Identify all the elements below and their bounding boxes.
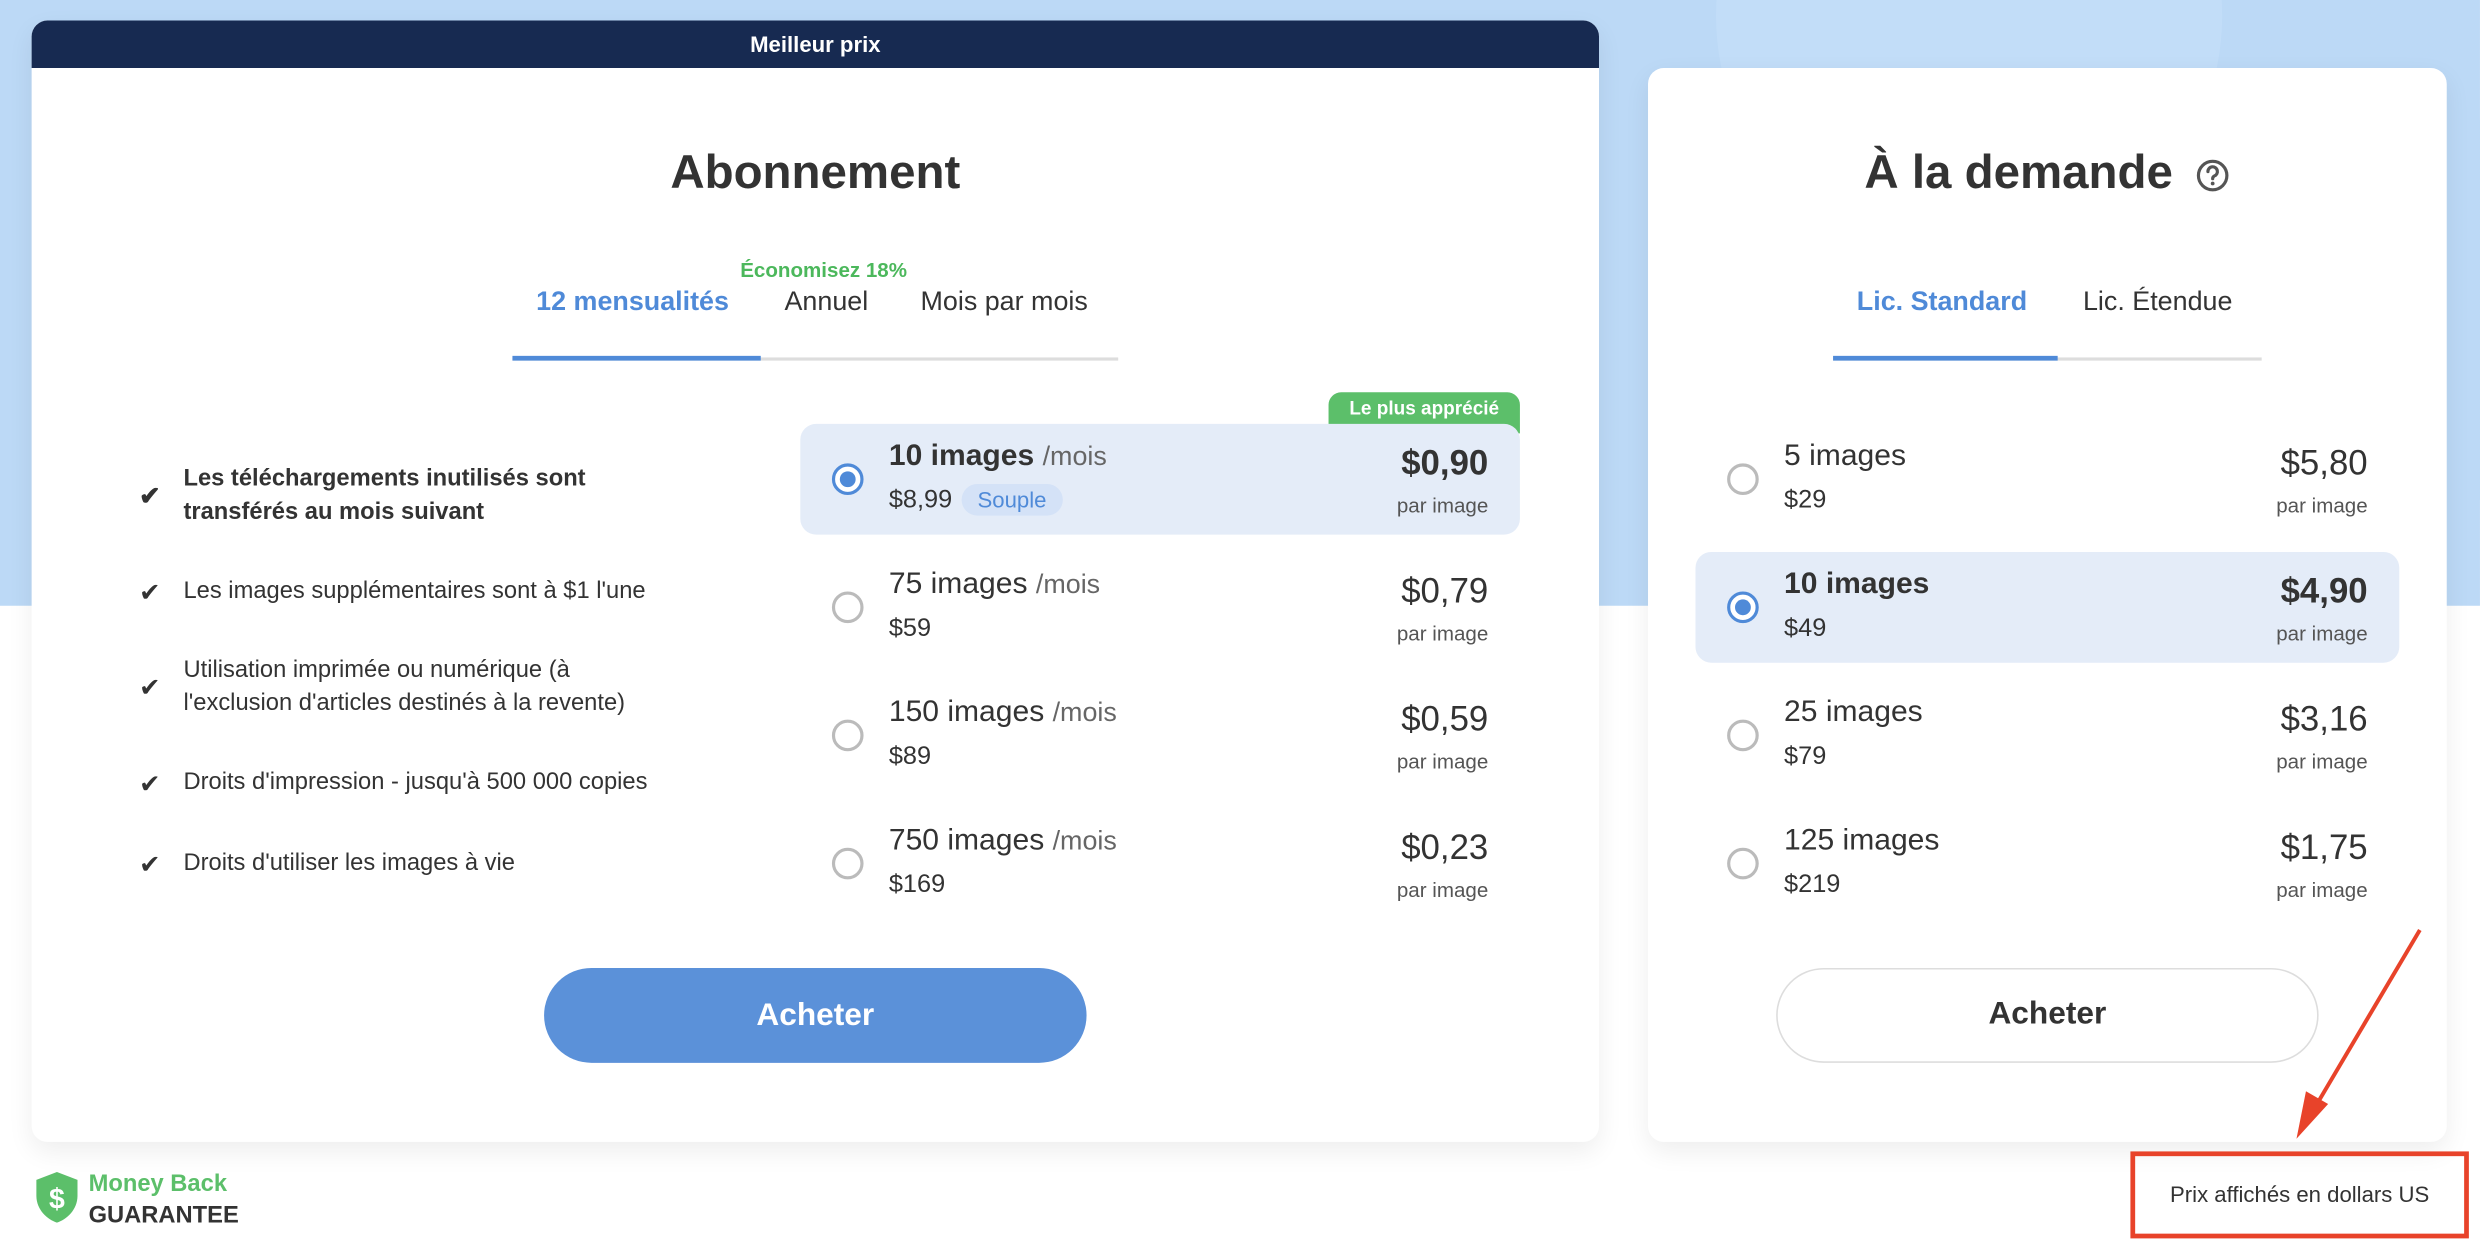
check-icon: ✔ [139, 771, 161, 798]
plan-option-750-images[interactable]: 750 images /mois $169 $0,23 par image [800, 808, 1520, 919]
plan-unit: /mois [1052, 697, 1117, 728]
per-image-label: par image [1396, 621, 1489, 646]
per-image-label: par image [2276, 749, 2368, 774]
on-demand-option-5-images[interactable]: 5 images $29 $5,80 par image [1695, 424, 2399, 535]
plan-option-10-images[interactable]: 10 images /mois $8,99 Souple $0,90 par im… [800, 423, 1520, 535]
plan-unit-price: $0,79 [1401, 570, 1489, 611]
plan-unit: /mois [1052, 825, 1117, 856]
savings-label: Économisez 18% [740, 257, 908, 282]
plan-total: $8,99 [888, 487, 953, 515]
plan-name: 10 images [888, 439, 1035, 473]
radio-button[interactable] [831, 847, 864, 880]
subscription-title: Abonnement [670, 147, 961, 200]
plan-name: 75 images [888, 567, 1028, 602]
plan-unit-price: $0,90 [1401, 442, 1489, 483]
per-image-label: par image [2276, 493, 2368, 518]
radio-button[interactable] [831, 463, 864, 496]
tab-underline [512, 355, 1119, 361]
radio-button[interactable] [1727, 463, 1759, 496]
on-demand-option-125-images[interactable]: 125 images $219 $1,75 par image [1695, 808, 2399, 919]
check-icon: ✔ [139, 483, 161, 511]
plan-unit: /mois [1035, 569, 1101, 600]
plan-total: $169 [888, 871, 946, 899]
radio-button[interactable] [1727, 847, 1759, 880]
radio-button[interactable] [831, 591, 864, 624]
plan-name: 125 images [1784, 824, 1940, 858]
feature-item: ✔ Droits d'impression - jusqu'à 500 000 c… [139, 765, 661, 798]
plan-unit-price: $5,80 [2280, 442, 2368, 483]
tab-mois-par-mois[interactable]: Mois par mois [920, 286, 1088, 317]
subscription-buy-button[interactable]: Acheter [544, 967, 1087, 1063]
plan-total: $29 [1784, 487, 1827, 515]
plan-unit-price: $3,16 [2280, 699, 2368, 739]
flexible-tag: Souple [961, 483, 1063, 516]
tab-lic-standard[interactable]: Lic. Standard [1856, 286, 2028, 317]
check-icon: ✔ [139, 851, 161, 879]
dollar-shield-icon: $ [36, 1171, 78, 1223]
plan-unit-price: $0,59 [1401, 699, 1489, 739]
per-image-label: par image [1396, 749, 1489, 774]
tab-12-mensualites[interactable]: 12 mensualités [536, 286, 729, 317]
radio-button[interactable] [1727, 591, 1759, 624]
plan-total: $59 [888, 615, 932, 643]
on-demand-option-25-images[interactable]: 25 images $79 $3,16 par image [1695, 680, 2399, 791]
plan-total: $89 [888, 743, 932, 771]
on-demand-title: À la demande [1648, 147, 2447, 201]
feature-item: ✔ Les téléchargements inutilisés sont tra… [139, 464, 586, 526]
tab-lic-etendue[interactable]: Lic. Étendue [2082, 286, 2233, 317]
svg-text:$: $ [49, 1183, 65, 1215]
radio-button[interactable] [1727, 719, 1759, 752]
tab-annuel[interactable]: Annuel [784, 286, 869, 317]
plan-unit: /mois [1042, 441, 1107, 472]
plan-total: $79 [1784, 743, 1827, 771]
per-image-label: par image [1396, 493, 1489, 518]
check-icon: ✔ [139, 675, 161, 703]
plan-name: 5 images [1784, 439, 1907, 473]
plan-name: 750 images [888, 824, 1045, 858]
check-icon: ✔ [139, 579, 161, 607]
radio-button[interactable] [831, 719, 864, 752]
per-image-label: par image [2276, 877, 2368, 902]
currency-note: Prix affichés en dollars US [2130, 1151, 2469, 1239]
plan-unit-price: $1,75 [2280, 827, 2368, 867]
feature-item: ✔ Utilisation imprimée ou numérique (à l'… [139, 656, 626, 717]
plan-name: 10 images [1784, 567, 1930, 602]
plan-unit-price: $4,90 [2280, 570, 2368, 611]
question-circle-icon[interactable] [2196, 158, 2231, 193]
plan-name: 25 images [1784, 695, 1923, 730]
on-demand-option-10-images[interactable]: 10 images $49 $4,90 par image [1695, 551, 2400, 663]
best-price-banner: Meilleur prix [31, 20, 1599, 69]
per-image-label: par image [2276, 621, 2368, 646]
guarantee-line1: Money Back [88, 1170, 228, 1198]
plan-name: 150 images [888, 695, 1045, 730]
tab-underline [1833, 355, 2262, 361]
plan-option-75-images[interactable]: 75 images /mois $59 $0,79 par image [800, 552, 1520, 663]
money-back-guarantee: $ Money Back GUARANTEE [35, 1170, 239, 1232]
plan-total: $219 [1784, 871, 1841, 899]
per-image-label: par image [1396, 877, 1489, 902]
subscription-card: Meilleur prix Abonnement Économisez 18% … [31, 20, 1599, 1142]
plan-unit-price: $0,23 [1401, 827, 1489, 867]
feature-item: ✔ Droits d'utiliser les images à vie [139, 846, 661, 879]
on-demand-buy-button[interactable]: Acheter [1776, 967, 2319, 1063]
guarantee-line2: GUARANTEE [88, 1202, 239, 1229]
plan-total: $49 [1784, 615, 1827, 643]
feature-item: ✔ Les images supplémentaires sont à $1 l'… [139, 574, 661, 607]
plan-option-150-images[interactable]: 150 images /mois $89 $0,59 par image [800, 680, 1520, 791]
